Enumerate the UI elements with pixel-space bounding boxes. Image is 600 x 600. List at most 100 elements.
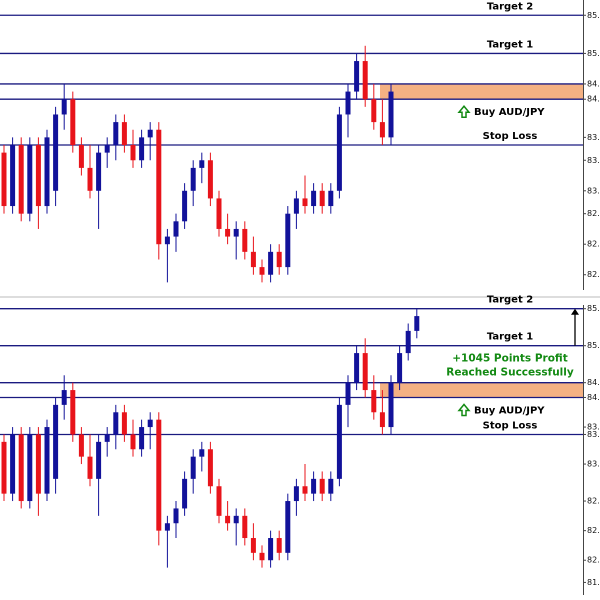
level-label: Stop Loss: [483, 420, 538, 431]
candle-body: [10, 434, 16, 494]
y-tick-label: 83.4: [587, 460, 600, 469]
candle-body: [405, 330, 411, 354]
candle-body: [70, 390, 76, 435]
candle-body: [173, 221, 179, 237]
candle-body: [285, 501, 291, 553]
y-tick-label: 83.6: [587, 156, 600, 165]
candle-body: [242, 228, 248, 252]
candle-body: [268, 538, 274, 561]
y-tick-label: 85.0: [587, 49, 600, 58]
candle-body: [147, 419, 153, 428]
candle-body: [319, 478, 325, 494]
candle-body: [121, 122, 127, 145]
candle-body: [328, 478, 334, 494]
candle-body: [225, 515, 231, 524]
candle-body: [96, 441, 102, 479]
candle-body: [27, 434, 33, 502]
y-tick-label: 82.5: [587, 240, 600, 249]
candle-body: [268, 251, 274, 275]
y-tick-label: 83.2: [587, 186, 600, 195]
y-tick-label: 81.8: [587, 578, 600, 587]
candle-body: [87, 456, 93, 479]
candle-body: [293, 486, 299, 502]
candle-body: [250, 251, 256, 268]
candle-body: [1, 152, 7, 207]
candle-body: [259, 267, 265, 275]
candle-body: [78, 434, 84, 457]
y-tick-label: 83.9: [587, 133, 600, 142]
candle-body: [233, 228, 239, 237]
y-tick-label: 82.9: [587, 497, 600, 506]
candle-body: [285, 213, 291, 268]
level-label: Buy AUD/JPY: [474, 405, 545, 416]
candle-body: [388, 382, 394, 428]
level-label: Target 2: [487, 1, 533, 12]
y-tick-label: 84.6: [587, 79, 600, 88]
candle-body: [190, 167, 196, 191]
candle-body: [87, 167, 93, 191]
candle-body: [336, 404, 342, 479]
candle-body: [302, 198, 308, 207]
candle-body: [156, 419, 162, 531]
y-tick-label: 85.5: [587, 11, 600, 20]
profit-arrow-head: [571, 308, 579, 315]
candle-body: [259, 552, 265, 561]
candle-body: [233, 515, 239, 524]
candle-body: [336, 114, 342, 191]
candle-body: [362, 353, 368, 391]
candle-body: [199, 449, 205, 457]
candle-body: [302, 486, 308, 494]
candle-body: [96, 152, 102, 191]
candle-body: [164, 236, 170, 245]
candle-body: [35, 434, 41, 494]
candle-body: [61, 390, 67, 405]
y-tick-label: 84.3: [587, 393, 600, 402]
candle-body: [207, 449, 213, 487]
candle-body: [362, 61, 368, 100]
candle-body: [371, 390, 377, 413]
buy-zone: [380, 83, 583, 100]
y-tick-label: 84.4: [587, 95, 600, 104]
candle-body: [216, 198, 222, 229]
candle-body: [199, 160, 205, 168]
candle-body: [207, 160, 213, 199]
candle-body: [242, 515, 248, 539]
candle-body: [113, 412, 119, 435]
candle-body: [371, 99, 377, 123]
candle-body: [44, 137, 50, 207]
candle-body: [44, 427, 50, 494]
candle-body: [225, 228, 231, 237]
candle-body: [61, 99, 67, 115]
candle-body: [130, 434, 136, 450]
y-tick-label: 83.8: [587, 430, 600, 439]
level-label: Target 2: [487, 295, 533, 306]
buy-zone: [380, 382, 583, 398]
candle-body: [354, 61, 360, 92]
candle-body: [216, 486, 222, 516]
candle-body: [18, 145, 24, 214]
candle-body: [379, 122, 385, 138]
up-arrow-icon: [457, 105, 471, 118]
y-tick-label: 85.0: [587, 341, 600, 350]
level-label: Target 1: [487, 332, 533, 343]
candle-body: [311, 190, 317, 207]
candle-body: [53, 404, 59, 479]
candle-body: [293, 198, 299, 214]
candle-body: [250, 538, 256, 553]
y-tick-label: 83.9: [587, 423, 600, 432]
profit-annotation: +1045 Points Profit: [452, 353, 567, 365]
level-label: Stop Loss: [483, 131, 538, 142]
candle-body: [190, 456, 196, 479]
profit-annotation: Reached Successfully: [446, 367, 574, 379]
candle-body: [388, 91, 394, 138]
y-tick-label: 82.1: [587, 556, 600, 565]
candle-body: [139, 427, 145, 450]
candle-body: [345, 382, 351, 405]
candle-body: [182, 478, 188, 509]
candle-body: [35, 145, 41, 207]
candle-body: [164, 523, 170, 531]
candle-body: [104, 145, 110, 153]
candle-body: [276, 538, 282, 553]
